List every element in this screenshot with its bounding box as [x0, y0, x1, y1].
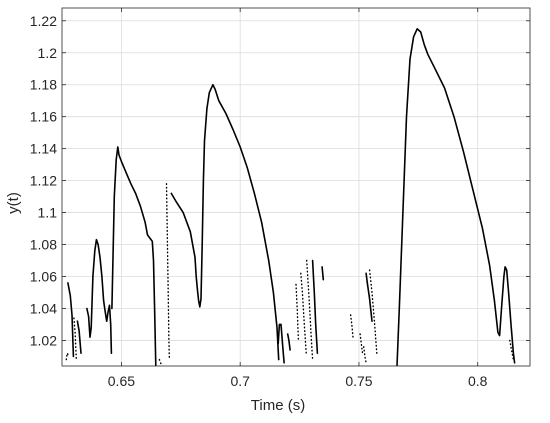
y-tick-label: 1.16	[30, 109, 57, 125]
solid-segment-4	[111, 146, 157, 366]
x-tick-label: 0.7	[230, 373, 250, 389]
dotted-segment-10	[363, 346, 367, 364]
dotted-segment-2	[73, 317, 77, 361]
solid-segment-3	[86, 238, 113, 354]
dotted-segment-8	[368, 269, 378, 354]
y-axis-ticks: 1.02 1.04 1.06 1.08 1.1 1.12 1.14 1.16 1.18 1.2 1.…	[30, 13, 530, 348]
y-tick-label: 1.1	[38, 205, 58, 221]
y-tick-label: 1.04	[30, 300, 57, 316]
dotted-segment-12	[158, 358, 163, 366]
x-tick-label: 0.8	[468, 373, 488, 389]
plot-frame	[61, 7, 531, 367]
series-group	[65, 28, 516, 366]
solid-segment-7	[286, 333, 291, 351]
series-2	[65, 183, 515, 366]
dotted-segment-11	[509, 339, 515, 361]
dotted-segment-1	[65, 352, 70, 361]
series-1	[67, 28, 516, 366]
solid-segment-9	[321, 266, 325, 281]
solid-segment-6	[277, 323, 285, 364]
solid-segment-11	[396, 28, 516, 366]
dotted-segment-4	[300, 272, 307, 354]
solid-segment-1	[67, 282, 75, 358]
solid-segment-5	[170, 83, 280, 361]
y-tick-label: 1.14	[30, 141, 57, 157]
y-axis-label: y(t)	[5, 192, 22, 214]
y-tick-label: 1.02	[30, 332, 57, 348]
solid-segment-8	[311, 259, 319, 354]
solid-segment-2	[76, 320, 82, 354]
dotted-segment-9	[359, 333, 364, 354]
grid	[62, 8, 530, 366]
y-tick-label: 1.22	[30, 13, 57, 29]
y-tick-label: 1.12	[30, 173, 57, 189]
dotted-segment-3	[165, 183, 171, 361]
y-tick-label: 1.2	[38, 45, 58, 61]
y-tick-label: 1.18	[30, 77, 57, 93]
x-tick-label: 0.65	[108, 373, 135, 389]
solid-segment-10	[365, 272, 373, 322]
x-axis-ticks: 0.65 0.7 0.75 0.8	[108, 8, 488, 389]
dotted-segment-6	[295, 283, 300, 342]
dotted-segment-7	[349, 314, 354, 338]
x-axis-label: Time (s)	[251, 397, 305, 414]
y-tick-label: 1.06	[30, 269, 57, 285]
x-tick-label: 0.75	[345, 373, 372, 389]
dotted-segment-5	[306, 259, 314, 361]
y-tick-label: 1.08	[30, 237, 57, 253]
